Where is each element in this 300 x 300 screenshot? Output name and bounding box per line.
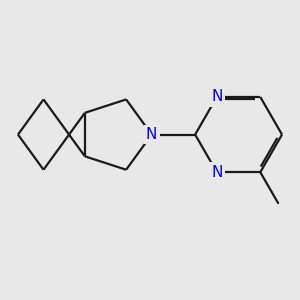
Text: N: N	[211, 165, 223, 180]
Text: N: N	[211, 89, 223, 104]
Text: N: N	[146, 127, 158, 142]
